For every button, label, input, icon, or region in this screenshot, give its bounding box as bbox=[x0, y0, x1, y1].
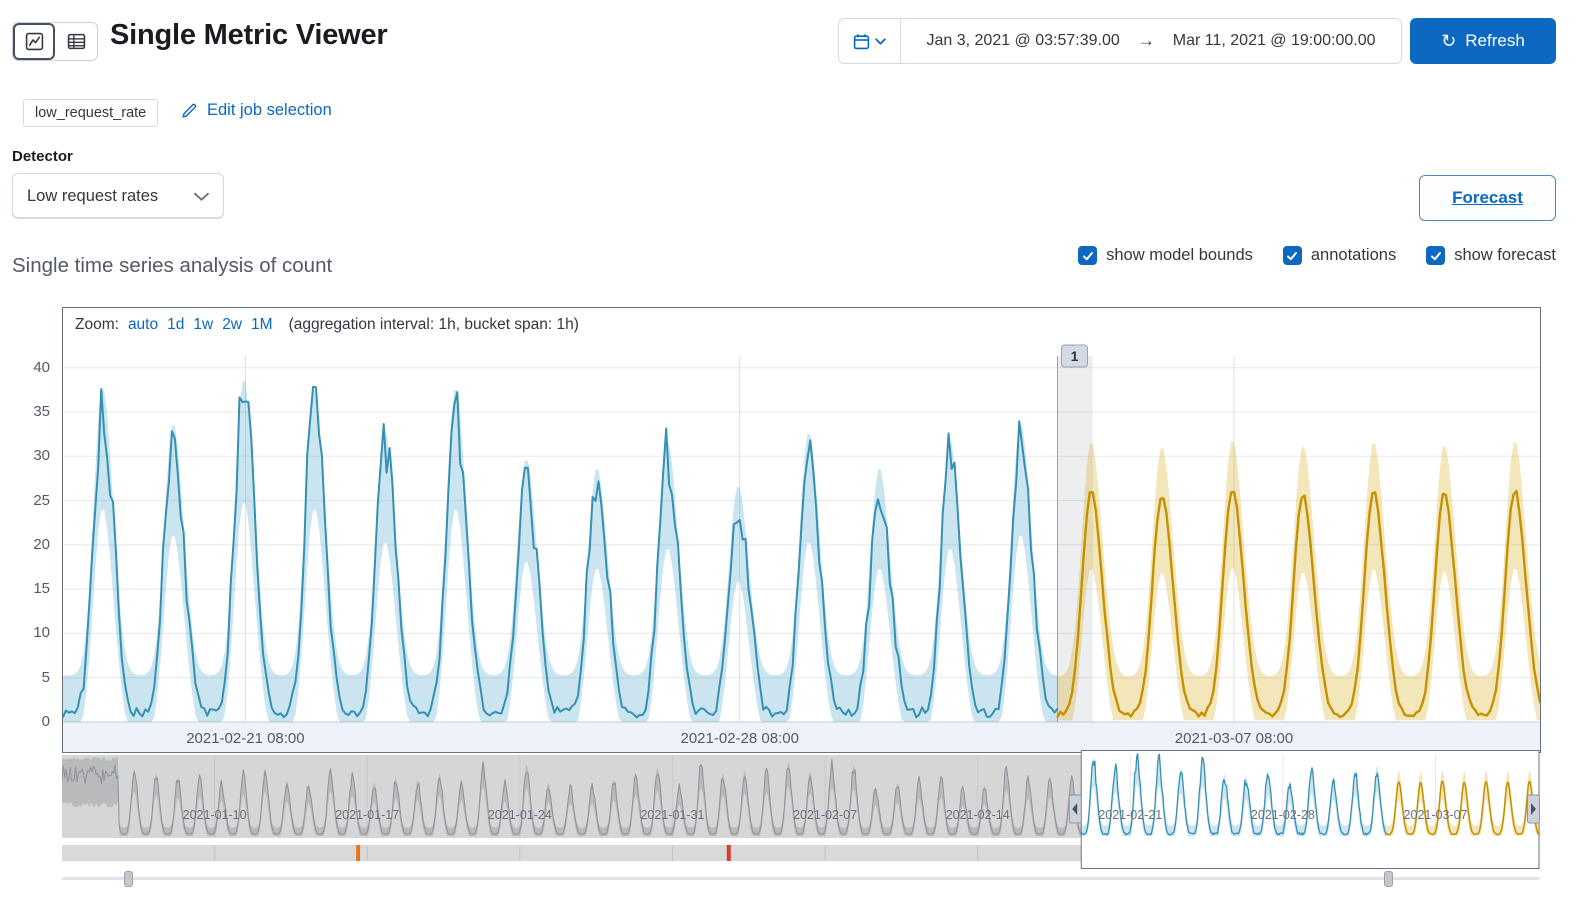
analysis-heading: Single time series analysis of count bbox=[12, 254, 333, 277]
y-axis-label: 30 bbox=[33, 447, 50, 465]
zoom-option-2w[interactable]: 2w bbox=[222, 316, 243, 333]
navigator-selection-window[interactable] bbox=[1080, 750, 1540, 869]
x-axis-strip bbox=[63, 722, 1540, 752]
x-axis-label: 2021-02-28 08:00 bbox=[680, 730, 798, 747]
checkbox-label: annotations bbox=[1310, 246, 1397, 264]
y-axis-label: 25 bbox=[33, 491, 50, 509]
view-toggle-group bbox=[12, 22, 98, 61]
navigator-masked-region bbox=[62, 755, 1082, 838]
detector-select[interactable]: Low request rates bbox=[12, 173, 224, 219]
line-chart-icon bbox=[25, 32, 43, 51]
main-chart-svg[interactable]: 2021-02-21 08:00 2021-02-28 08:00 2021-03-… bbox=[63, 340, 1540, 752]
arrow-right-icon: → bbox=[1137, 31, 1155, 50]
time-range-picker: Jan 3, 2021 @ 03:57:39.00 → Mar 11, 2021… bbox=[838, 18, 1402, 64]
y-axis-label: 15 bbox=[33, 580, 50, 598]
aggregation-note: (aggregation interval: 1h, bucket span: … bbox=[288, 316, 579, 333]
actual-line bbox=[63, 385, 1059, 719]
checkbox-show-forecast[interactable]: show forecast bbox=[1426, 246, 1556, 265]
table-view-button[interactable] bbox=[55, 23, 97, 60]
scrollbar-handle-right[interactable] bbox=[1384, 871, 1393, 887]
annotation-label: 1 bbox=[1071, 348, 1079, 364]
detector-select-value: Low request rates bbox=[27, 186, 159, 205]
y-axis-label: 20 bbox=[33, 535, 50, 553]
forecast-line bbox=[1056, 489, 1540, 719]
quick-select-button[interactable] bbox=[839, 19, 901, 63]
checkbox-checked-icon bbox=[1282, 246, 1302, 265]
calendar-icon bbox=[853, 33, 870, 49]
nav-gray-line bbox=[62, 758, 1082, 835]
model-bounds-band bbox=[63, 381, 1058, 722]
anomaly-marker[interactable] bbox=[356, 845, 361, 861]
zoom-option-1d[interactable]: 1d bbox=[167, 316, 185, 333]
chart-view-button[interactable] bbox=[13, 23, 55, 60]
start-date-button[interactable]: Jan 3, 2021 @ 03:57:39.00 bbox=[922, 30, 1123, 52]
nav-actual-line bbox=[1080, 753, 1388, 836]
page-title: Single Metric Viewer bbox=[110, 19, 388, 51]
edit-job-selection-label: Edit job selection bbox=[207, 101, 332, 119]
chevron-right-icon bbox=[1531, 803, 1536, 815]
pencil-icon bbox=[182, 103, 197, 118]
table-icon bbox=[67, 33, 85, 50]
scrollbar-handle-left[interactable] bbox=[124, 871, 133, 887]
forecast-button[interactable]: Forecast bbox=[1419, 175, 1556, 221]
forecast-bounds-band bbox=[1057, 441, 1540, 721]
y-axis-label: 10 bbox=[33, 624, 50, 642]
job-badge: low_request_rate bbox=[23, 99, 159, 127]
date-range: Jan 3, 2021 @ 03:57:39.00 → Mar 11, 2021… bbox=[901, 19, 1401, 63]
chevron-down-icon bbox=[194, 192, 209, 201]
nav-gray-band bbox=[62, 757, 1082, 836]
checkbox-annotations[interactable]: annotations bbox=[1282, 246, 1397, 265]
checkbox-show-model-bounds[interactable]: show model bounds bbox=[1078, 246, 1253, 265]
zoom-label: Zoom: bbox=[75, 316, 119, 333]
x-axis-label: 2021-02-21 08:00 bbox=[186, 730, 304, 747]
annotation-label-box[interactable] bbox=[1060, 344, 1088, 368]
zoom-controls: Zoom: auto 1d 1w 2w 1M (aggregation inte… bbox=[75, 316, 579, 334]
y-axis-label: 35 bbox=[33, 403, 50, 420]
chart-options: show model bounds annotations show forec… bbox=[1078, 246, 1556, 265]
swimlane-masked-region bbox=[62, 845, 1082, 861]
x-axis-label: 2021-03-07 08:00 bbox=[1175, 730, 1293, 747]
end-date-button[interactable]: Mar 11, 2021 @ 19:00:00.00 bbox=[1169, 30, 1380, 52]
chevron-left-icon bbox=[1072, 803, 1078, 815]
y-axis-label: 0 bbox=[41, 713, 50, 730]
y-axis-label: 5 bbox=[41, 668, 50, 686]
anomaly-marker[interactable] bbox=[726, 845, 731, 861]
checkbox-checked-icon bbox=[1426, 246, 1446, 265]
scrollbar-track[interactable] bbox=[62, 877, 1540, 880]
nav-forecast-band bbox=[1386, 770, 1540, 836]
refresh-icon: ↻ bbox=[1441, 31, 1457, 51]
detector-label: Detector bbox=[12, 148, 73, 165]
nav-forecast-line bbox=[1385, 780, 1540, 836]
timeseries-chart-container: Zoom: auto 1d 1w 2w 1M (aggregation inte… bbox=[62, 307, 1541, 753]
checkbox-label: show forecast bbox=[1454, 246, 1556, 264]
refresh-button[interactable]: ↻ Refresh bbox=[1410, 18, 1556, 64]
checkbox-checked-icon bbox=[1078, 246, 1098, 265]
zoom-option-1M[interactable]: 1M bbox=[251, 316, 273, 333]
zoom-option-1w[interactable]: 1w bbox=[193, 316, 214, 333]
y-axis-label: 40 bbox=[33, 358, 50, 376]
zoom-option-auto[interactable]: auto bbox=[127, 316, 159, 333]
refresh-label: Refresh bbox=[1465, 31, 1525, 50]
checkbox-label: show model bounds bbox=[1106, 246, 1253, 264]
context-chart-svg[interactable] bbox=[62, 750, 1540, 869]
edit-job-selection-link[interactable]: Edit job selection bbox=[181, 101, 332, 120]
chevron-down-icon bbox=[875, 37, 886, 45]
